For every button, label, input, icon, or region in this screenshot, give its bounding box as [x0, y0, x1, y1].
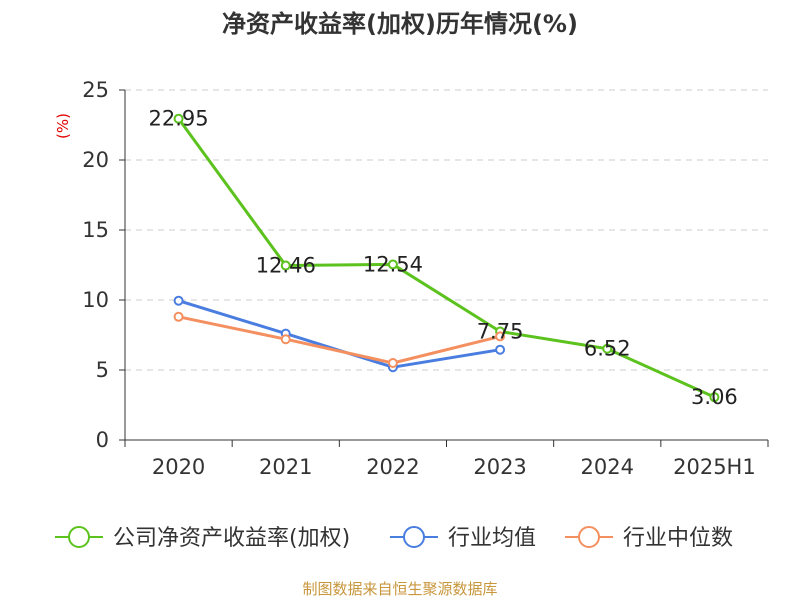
y-tick-label: 10	[82, 288, 109, 312]
legend-marker-2	[578, 526, 600, 548]
data-label: 22.95	[149, 107, 209, 131]
data-point-s0-4	[602, 343, 613, 354]
y-tick-label: 25	[82, 78, 109, 102]
data-label: 7.75	[477, 320, 524, 344]
y-tick-label: 5	[96, 358, 109, 382]
x-tick-label: 2024	[581, 455, 634, 479]
legend-label: 公司净资产收益率(加权)	[113, 526, 350, 551]
data-point-s0-2	[387, 259, 398, 270]
data-labels: 22.95 12.46 12.54 7.75 6.52 3.06	[149, 107, 738, 409]
data-point-s1-0	[173, 295, 184, 306]
x-tick-label: 2021	[259, 455, 312, 479]
data-point-s1-3	[495, 344, 506, 355]
data-point-s0-1	[280, 260, 291, 271]
x-tick-label: 2020	[152, 455, 205, 479]
x-tick-label: 2022	[366, 455, 419, 479]
y-tick-label: 0	[96, 428, 109, 452]
series-line-1	[178, 299, 501, 369]
x-tick-label: 2025H1	[673, 455, 756, 479]
data-label: 12.46	[256, 254, 316, 278]
legend-label: 行业均值	[448, 526, 536, 551]
legend: 公司净资产收益率(加权) 行业均值 行业中位数	[55, 526, 733, 551]
data-label: 12.54	[363, 252, 423, 276]
data-label: 6.52	[584, 337, 631, 361]
y-tick-label: 20	[82, 148, 109, 172]
axes: 0 5 10 15 20 25 2020 2021 2022 2023 2024 2025H1	[82, 78, 769, 479]
series-line-0	[177, 117, 716, 399]
chart-title: 净资产收益率(加权)历年情况(%)	[222, 10, 578, 38]
data-point-s2-0	[173, 311, 184, 322]
source-note: 制图数据来自恒生聚源数据库	[302, 580, 497, 598]
legend-marker-1	[403, 526, 425, 548]
legend-marker-0	[68, 526, 90, 548]
grid-lines	[125, 89, 768, 371]
data-point-s2-2	[387, 358, 398, 368]
y-tick-label: 15	[82, 218, 109, 242]
data-label: 3.06	[691, 385, 738, 409]
y-axis-unit: (%)	[54, 113, 72, 139]
data-point-s2-3	[495, 331, 506, 342]
data-point-s2-1	[280, 334, 291, 345]
data-point-s0-5	[709, 392, 720, 403]
x-tick-label: 2023	[473, 455, 526, 479]
data-point-s0-0	[173, 113, 184, 124]
series-lines	[173, 113, 720, 403]
series-line-2	[178, 315, 501, 365]
legend-label: 行业中位数	[623, 526, 733, 551]
